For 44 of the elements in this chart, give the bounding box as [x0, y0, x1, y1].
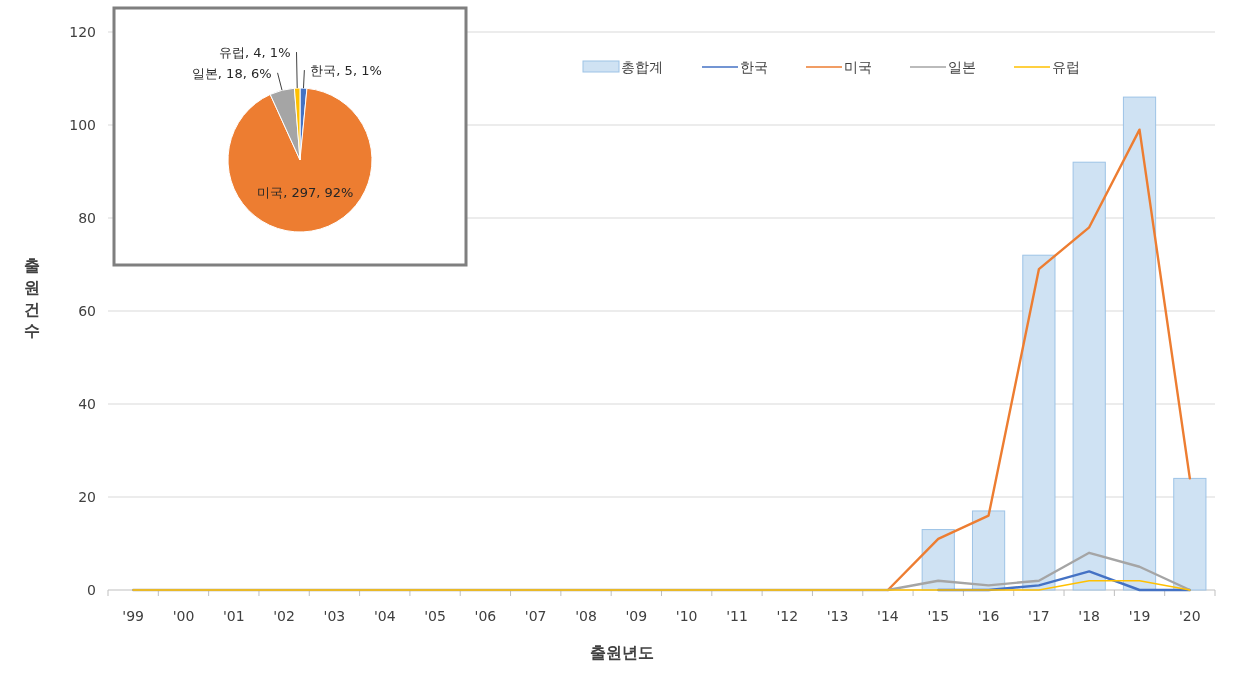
x-tick-label: '15 [927, 608, 950, 624]
y-axis-title: 출원건수 [22, 246, 42, 339]
data-label: , 18, 6% [217, 65, 272, 81]
x-tick-label: '19 [1128, 608, 1151, 624]
x-tick-label: '16 [977, 608, 1000, 624]
y-tick-label: 0 [87, 582, 96, 598]
legend-label: 유럽 [1052, 59, 1080, 75]
x-tick-label: '99 [122, 608, 144, 624]
data-label: , 4, 1% [245, 45, 291, 61]
legend-label: 총합계 [621, 59, 663, 75]
slice-label: 미국 [257, 184, 284, 200]
x-axis-title: 출원년도 [589, 643, 654, 662]
x-tick-label: '13 [826, 608, 849, 624]
x-tick-label: '14 [877, 608, 899, 624]
legend-label: 미국 [844, 59, 872, 75]
x-tick-label: '17 [1028, 608, 1050, 624]
x-tick-label: '18 [1078, 608, 1101, 624]
slice-label: 일본 [191, 65, 218, 81]
slice-label: 한국 [310, 63, 337, 79]
y-tick-label: 60 [78, 303, 96, 319]
x-tick-label: '05 [424, 608, 446, 624]
legend-label: 한국 [740, 59, 768, 75]
y-tick-label: 40 [78, 396, 96, 412]
x-tick-label: '02 [273, 608, 295, 624]
data-label: , 297, 92% [283, 184, 354, 200]
x-tick-label: '10 [675, 608, 698, 624]
x-tick-label: '01 [222, 608, 245, 624]
data-label: , 5, 1% [336, 63, 382, 79]
slice-label: 유럽 [219, 45, 246, 61]
x-tick-label: '11 [726, 608, 748, 624]
y-tick-label: 100 [69, 117, 96, 133]
y-tick-label: 120 [69, 24, 96, 40]
x-tick-label: '20 [1179, 608, 1201, 624]
y-tick-label: 20 [78, 489, 96, 505]
x-tick-label: '03 [323, 608, 346, 624]
x-tick-label: '09 [625, 608, 648, 624]
legend-label: 일본 [948, 59, 976, 75]
x-tick-label: '04 [373, 608, 396, 624]
x-tick-label: '06 [474, 608, 497, 624]
y-tick-label: 80 [78, 210, 96, 226]
x-tick-label: '07 [524, 608, 547, 624]
x-tick-label: '08 [575, 608, 597, 624]
x-tick-label: '00 [172, 608, 195, 624]
x-tick-label: '12 [776, 608, 799, 624]
